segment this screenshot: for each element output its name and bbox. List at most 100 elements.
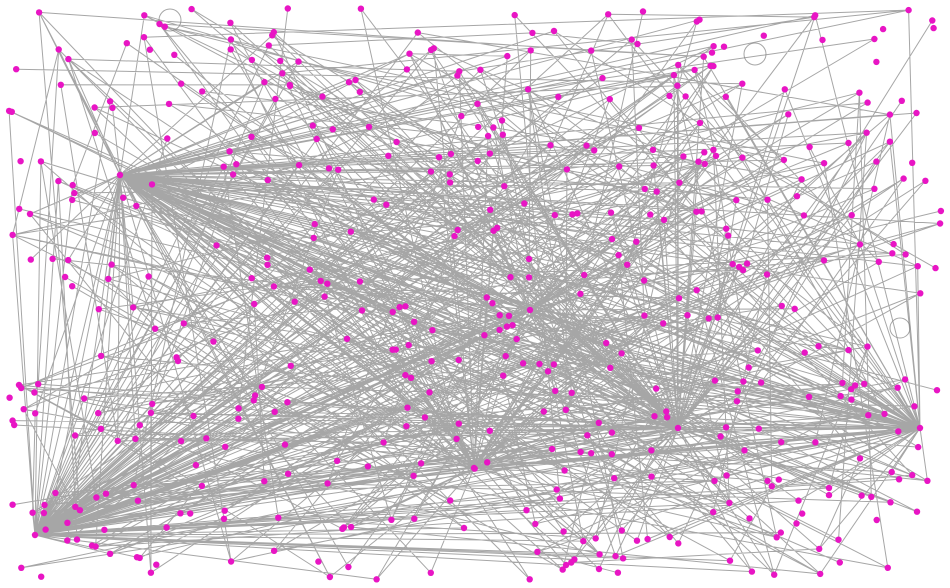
graph-node	[141, 12, 147, 18]
graph-node	[671, 72, 677, 78]
graph-node	[426, 389, 432, 395]
graph-node	[149, 401, 155, 407]
graph-node	[676, 295, 682, 301]
graph-node	[528, 47, 534, 53]
graph-node	[695, 159, 701, 165]
graph-node	[318, 278, 324, 284]
graph-node	[885, 565, 891, 571]
graph-node	[523, 507, 529, 513]
graph-node	[615, 570, 621, 576]
graph-node	[709, 49, 715, 55]
graph-node	[65, 257, 71, 263]
graph-node	[32, 532, 38, 538]
graph-node	[845, 347, 851, 353]
graph-node	[930, 25, 936, 31]
graph-node	[710, 43, 716, 49]
graph-node	[793, 520, 799, 526]
graph-node	[259, 384, 265, 390]
graph-node	[607, 96, 613, 102]
graph-node	[11, 422, 17, 428]
graph-node	[18, 565, 24, 571]
graph-node	[806, 144, 812, 150]
graph-node	[365, 463, 371, 469]
graph-node	[203, 435, 209, 441]
graph-node	[38, 158, 44, 164]
graph-node	[584, 432, 590, 438]
graph-node	[730, 261, 736, 267]
graph-node	[756, 426, 762, 432]
graph-node	[895, 385, 901, 391]
graph-node	[199, 88, 205, 94]
graph-node	[676, 180, 682, 186]
graph-node	[135, 498, 141, 504]
graph-node	[163, 524, 169, 530]
graph-node	[210, 338, 216, 344]
graph-node	[710, 147, 716, 153]
graph-node	[230, 171, 236, 177]
graph-node	[616, 163, 622, 169]
graph-node	[499, 117, 505, 123]
graph-node	[92, 543, 98, 549]
graph-node	[93, 494, 99, 500]
graph-node	[500, 132, 506, 138]
graph-node	[937, 220, 943, 226]
graph-node	[922, 178, 928, 184]
graph-node	[396, 304, 402, 310]
graph-node	[861, 381, 867, 387]
graph-node	[816, 546, 822, 552]
graph-node	[496, 327, 502, 333]
graph-node	[266, 42, 272, 48]
graph-node	[663, 408, 669, 414]
graph-node	[272, 96, 278, 102]
graph-node	[733, 197, 739, 203]
graph-node	[640, 8, 646, 14]
graph-node	[650, 147, 656, 153]
graph-node	[162, 24, 168, 30]
graph-node	[577, 291, 583, 297]
graph-node	[448, 151, 454, 157]
graph-node	[485, 133, 491, 139]
graph-node	[235, 405, 241, 411]
graph-node	[552, 212, 558, 218]
graph-node	[490, 228, 496, 234]
graph-node	[526, 256, 532, 262]
graph-node	[680, 153, 686, 159]
graph-node	[801, 212, 807, 218]
graph-node	[547, 142, 553, 148]
graph-node	[837, 393, 843, 399]
graph-node	[755, 347, 761, 353]
graph-node	[746, 515, 752, 521]
graph-node	[474, 101, 480, 107]
graph-node	[390, 309, 396, 315]
graph-node	[889, 469, 895, 475]
graph-node	[261, 478, 267, 484]
graph-node	[721, 44, 727, 50]
graph-node	[115, 438, 121, 444]
graph-node	[727, 558, 733, 564]
graph-node	[145, 273, 151, 279]
graph-node	[667, 534, 673, 540]
graph-node	[475, 158, 481, 164]
graph-node	[581, 272, 587, 278]
graph-node	[284, 399, 290, 405]
graph-node	[744, 260, 750, 266]
graph-node	[551, 28, 557, 34]
graph-node	[845, 140, 851, 146]
graph-node	[149, 181, 155, 187]
graph-node	[501, 183, 507, 189]
graph-node	[227, 20, 233, 26]
graph-node	[651, 413, 657, 419]
graph-node	[871, 36, 877, 42]
graph-node	[352, 77, 358, 83]
graph-node	[776, 476, 782, 482]
graph-node	[264, 255, 270, 261]
graph-node	[774, 534, 780, 540]
graph-node	[453, 436, 459, 442]
graph-node	[826, 485, 832, 491]
graph-node	[723, 226, 729, 232]
graph-node	[641, 312, 647, 318]
graph-node	[429, 327, 435, 333]
graph-node	[725, 232, 731, 238]
graph-node	[521, 200, 527, 206]
graph-node	[134, 554, 140, 560]
